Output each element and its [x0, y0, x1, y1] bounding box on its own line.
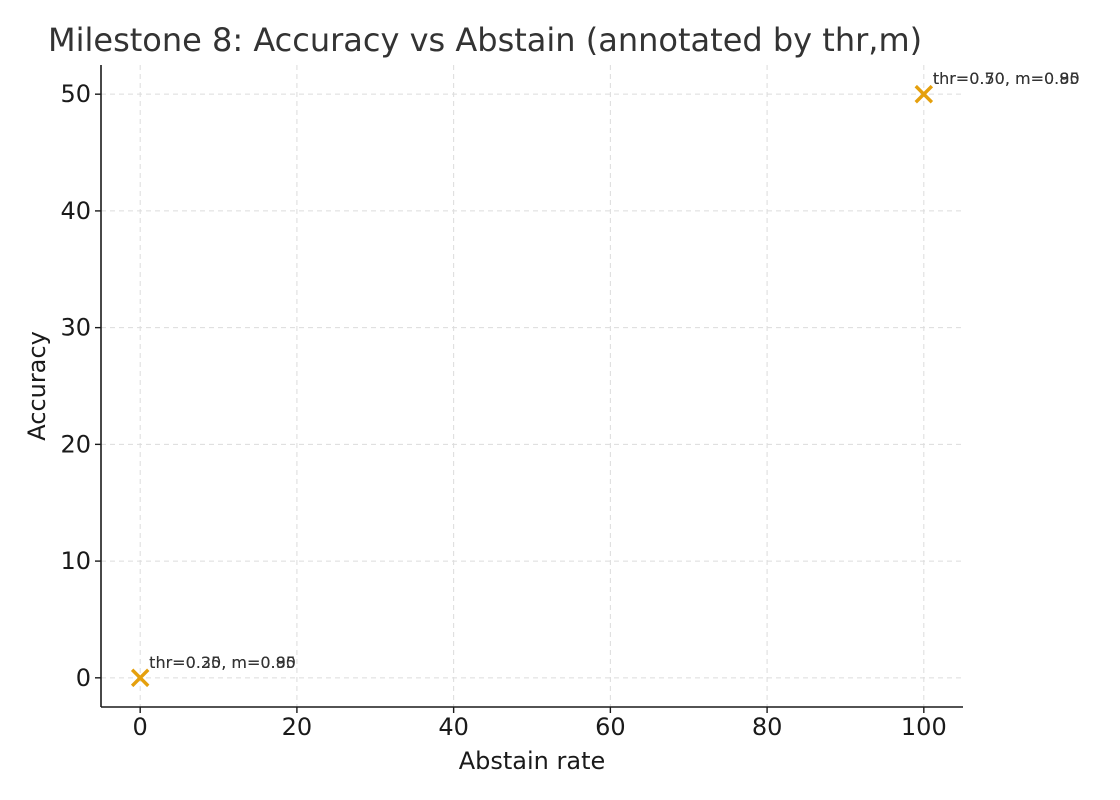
y-tick-label: 10 — [60, 547, 91, 575]
x-tick-label: 100 — [901, 713, 947, 741]
x-tick-label: 20 — [282, 713, 313, 741]
point-annotation: thr=0.20, m=0.80 — [149, 653, 296, 672]
y-tick-label: 20 — [60, 430, 91, 458]
y-axis-label: Accuracy — [23, 331, 51, 441]
x-tick-label: 80 — [752, 713, 783, 741]
data-point — [131, 668, 150, 687]
data-points — [131, 85, 933, 687]
x-tick-label: 40 — [438, 713, 469, 741]
x-axis-label: Abstain rate — [459, 747, 606, 775]
grid — [101, 65, 963, 707]
point-annotation: thr=0.50, m=0.80 — [933, 69, 1080, 88]
y-tick-label: 50 — [60, 80, 91, 108]
y-tick-label: 0 — [76, 664, 91, 692]
point-annotation: thr=0.70, m=0.95 — [933, 69, 1080, 88]
y-ticks: 0 10 20 30 40 50 — [60, 80, 101, 692]
x-tick-label: 0 — [133, 713, 148, 741]
chart-title: Milestone 8: Accuracy vs Abstain (annota… — [48, 21, 922, 59]
point-annotation: thr=0.35, m=0.95 — [149, 653, 296, 672]
data-point — [914, 85, 933, 104]
x-ticks: 0 20 40 60 80 100 — [133, 707, 947, 741]
axes — [100, 65, 963, 708]
x-tick-label: 60 — [595, 713, 626, 741]
y-tick-label: 30 — [60, 314, 91, 342]
y-tick-label: 40 — [60, 197, 91, 225]
